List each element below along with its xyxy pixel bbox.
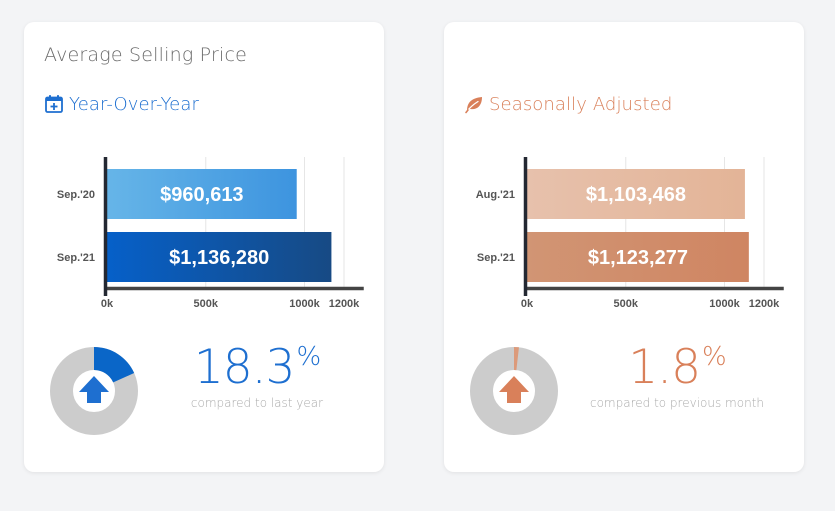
bar-value-label: $1,103,468 [586, 184, 686, 206]
card-year-over-year: Average Selling Price Year-Over-Year $96… [24, 22, 384, 472]
x-tick-label: 0k [101, 298, 114, 310]
calendar-plus-icon [44, 94, 64, 114]
stat-caption: compared to previous month [589, 396, 764, 410]
stat-value: 18.3% [193, 340, 321, 396]
bar-value-label: $1,123,277 [588, 247, 688, 269]
category-label: Sep.'21 [477, 252, 515, 264]
x-tick-label: 1200k [329, 298, 360, 310]
donut-segment [94, 347, 135, 383]
category-label: Sep.'21 [57, 252, 95, 264]
bar [107, 169, 297, 219]
bar-value-label: $960,613 [160, 184, 243, 206]
stat-value: 1.8% [628, 340, 727, 396]
bar-value-label: $1,136,280 [169, 247, 269, 269]
bar-chart-seasonally-adjusted: $1,103,468 Aug.'21 $1,123,277 Sep.'21 0k 500k… [476, 157, 784, 310]
stat-block: 1.8% compared to previous month [577, 340, 777, 410]
stat-number: 1.8 [628, 340, 701, 395]
subtitle-text: Year-Over-Year [69, 93, 199, 115]
bar [107, 232, 332, 282]
change-donut [50, 347, 138, 435]
bar-chart-year-over-year: $960,613 Sep.'20 $1,136,280 Sep.'21 0k 500k 10… [57, 157, 364, 310]
card-subtitle: Year-Over-Year [44, 92, 199, 116]
change-donut [470, 347, 558, 435]
x-tick-label: 1000k [709, 298, 740, 310]
arrow-up-icon [79, 376, 109, 403]
bar [527, 169, 745, 219]
donut-segment [514, 347, 519, 371]
x-tick-label: 1200k [749, 298, 780, 310]
bar [527, 232, 749, 282]
category-label: Sep.'20 [57, 189, 95, 201]
subtitle-text: Seasonally Adjusted [489, 93, 673, 115]
x-tick-label: 1000k [289, 298, 320, 310]
x-tick-label: 0k [521, 298, 534, 310]
arrow-up-icon [499, 376, 529, 403]
stat-block: 18.3% compared to last year [157, 340, 357, 410]
x-tick-label: 500k [614, 298, 639, 310]
card-seasonally-adjusted: Seasonally Adjusted $1,103,468 Aug.'21 $1,… [444, 22, 804, 472]
stat-caption: compared to last year [190, 396, 324, 410]
card-subtitle: Seasonally Adjusted [464, 92, 672, 116]
leaf-icon [464, 94, 484, 114]
stat-unit: % [702, 342, 727, 372]
x-tick-label: 500k [194, 298, 219, 310]
stat-number: 18.3 [193, 340, 296, 395]
category-label: Aug.'21 [476, 189, 515, 201]
stat-unit: % [296, 342, 321, 372]
card-title: Average Selling Price [44, 44, 248, 66]
